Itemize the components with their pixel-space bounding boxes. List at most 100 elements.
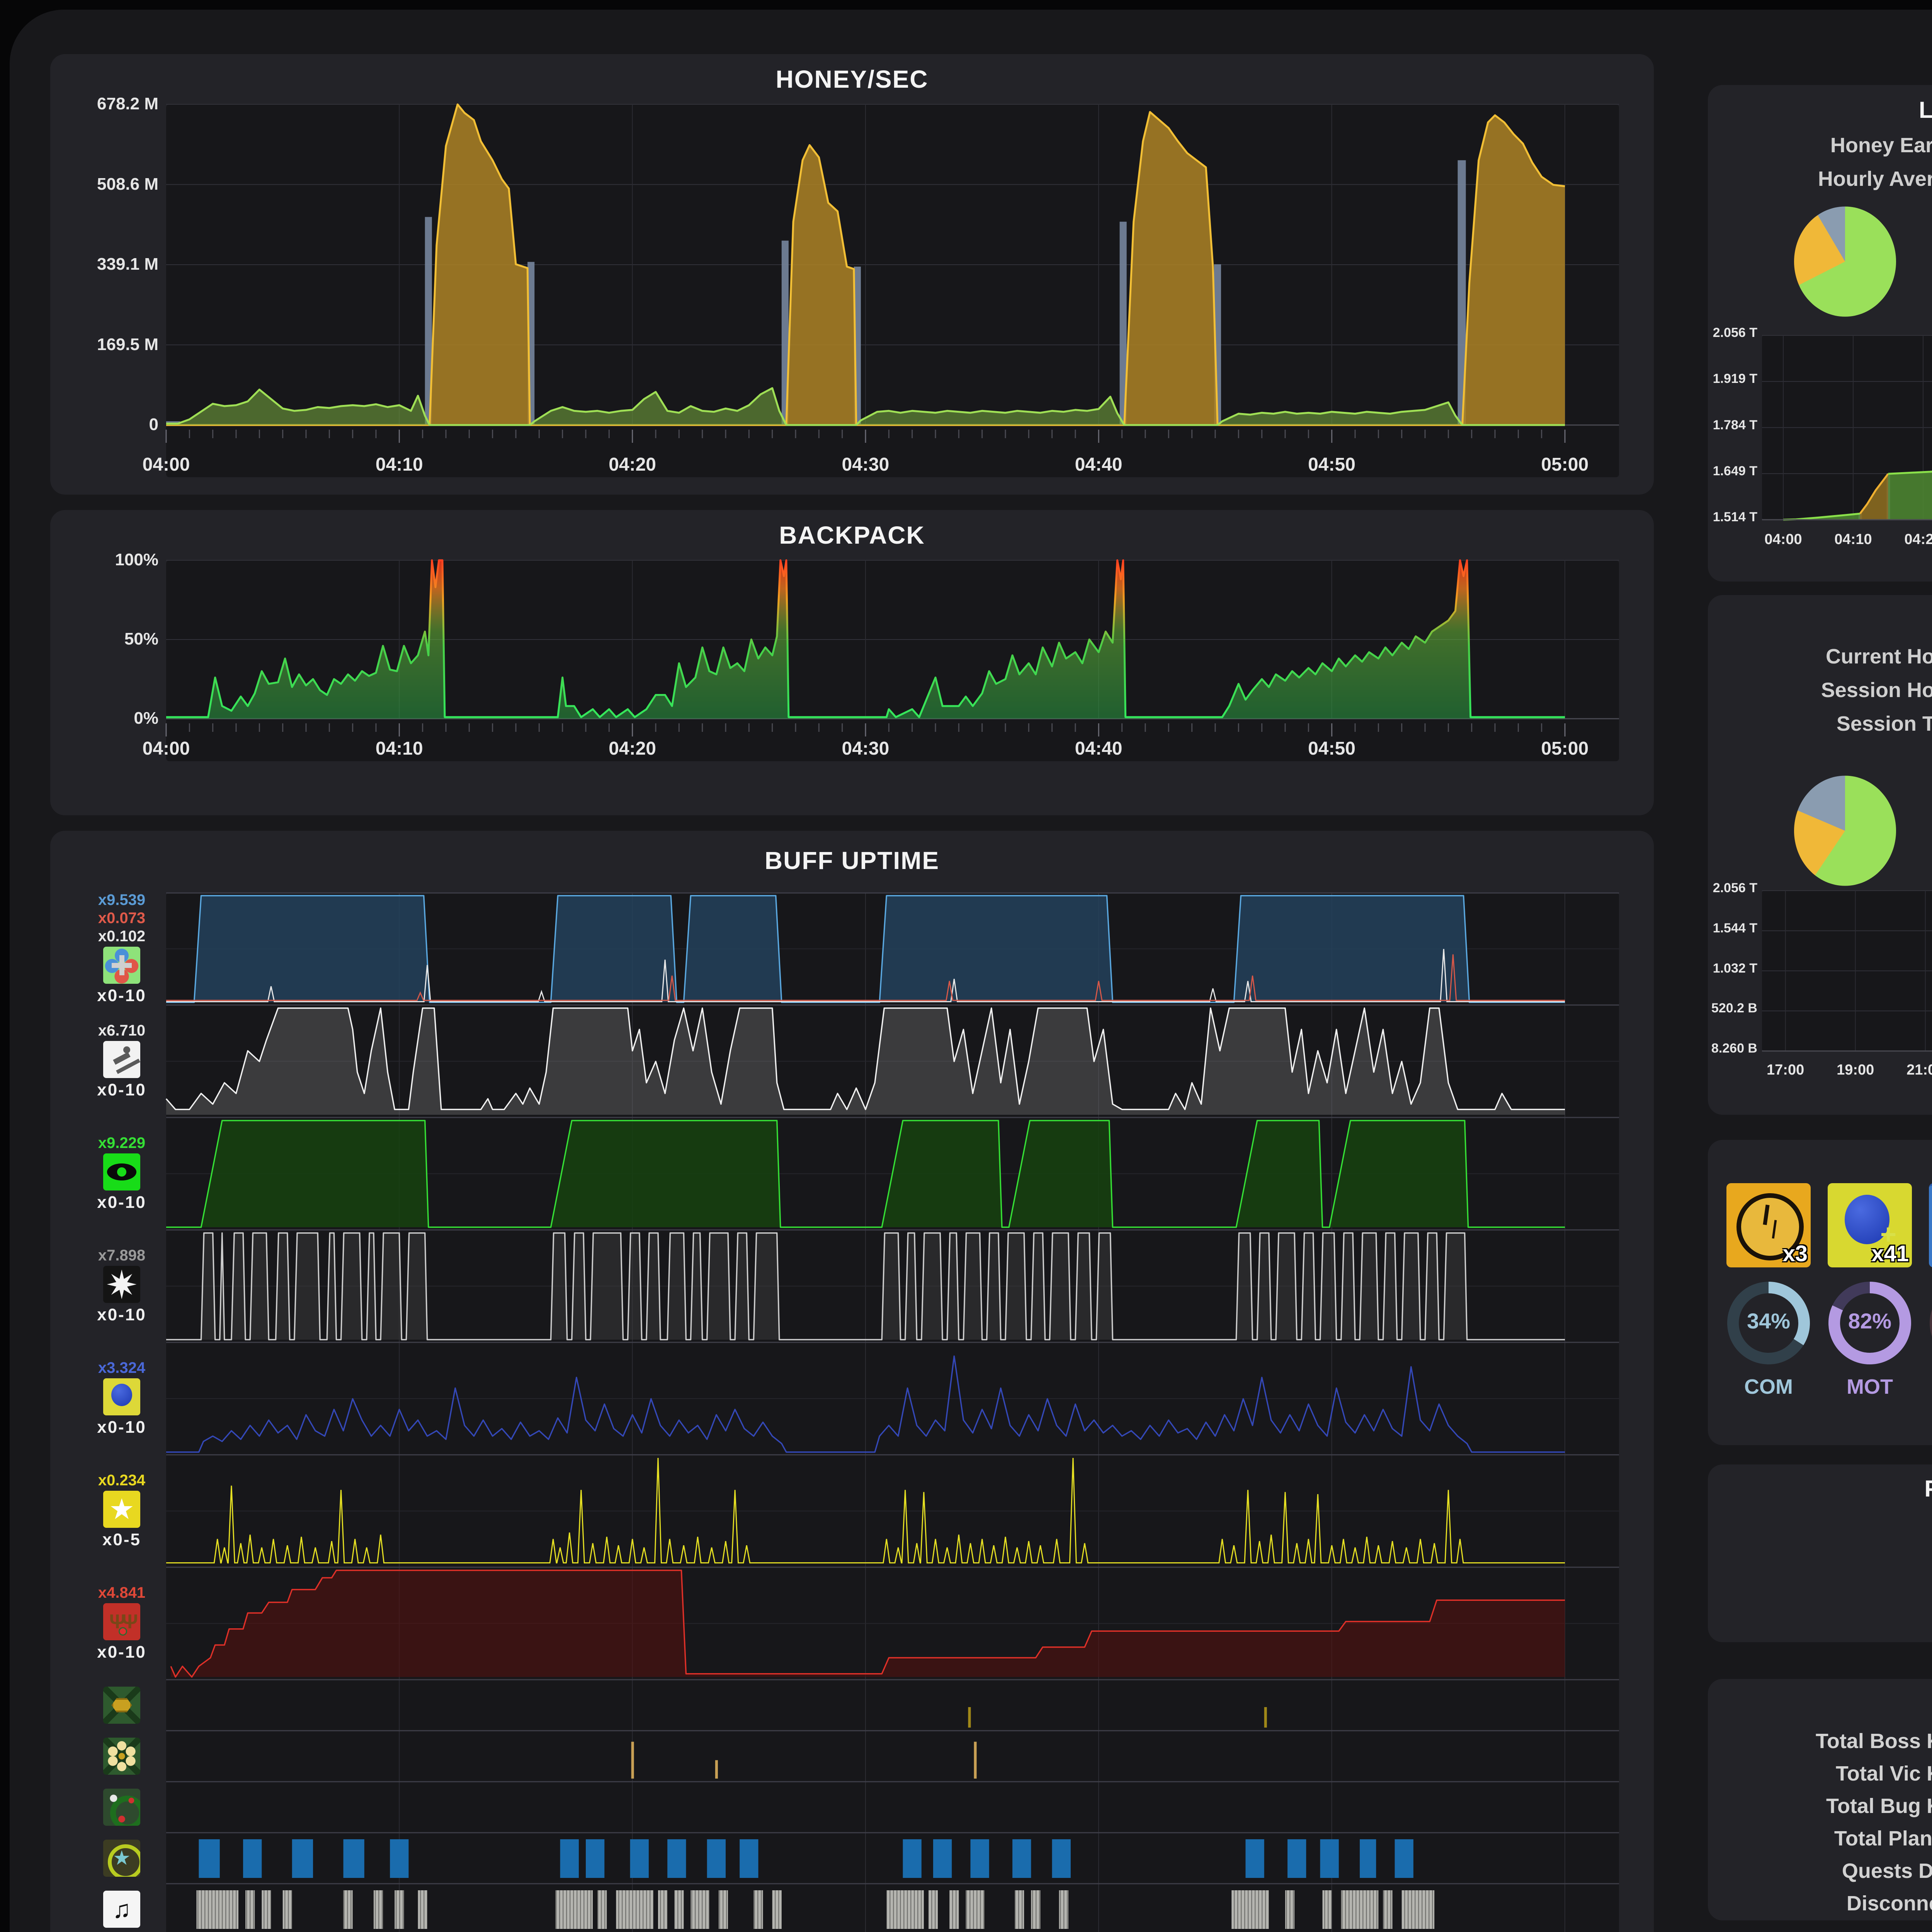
stats-panel: STATS Total Boss Kills0Total Vic Kills0T… (1708, 1679, 1932, 1920)
x-tick-label: 04:00 (142, 454, 190, 475)
legend-label: Convert (1913, 240, 1932, 261)
session-time-label: Session Time (1836, 712, 1932, 735)
stats-title: STATS (1708, 1690, 1932, 1717)
buff-icon-column: x9.539 x0.073 x0.102 x0-10 x6.710 x0-10 x9.229… (50, 892, 166, 1932)
x-tick-label: 04:00 (142, 738, 190, 759)
ring-pct: 82% (1848, 1309, 1892, 1333)
y-tick-label: 0 (149, 415, 158, 434)
buff-uptime-title: BUFF UPTIME (764, 847, 940, 874)
honey-sec-x-axis: 04:00 04:10 04:20 04:30 04:40 04:50 05:00 (143, 454, 1619, 481)
y-tick-label: 2.056 T (1713, 881, 1757, 895)
buff-row-legend-hex (73, 1680, 170, 1731)
balloon-buff-icon: x41 (1828, 1183, 1912, 1267)
planters-panel: PLANTERS (1708, 1464, 1932, 1642)
star-icon: ★ (103, 1490, 140, 1528)
stat-row-5: Disconnects0 (1723, 1891, 1932, 1915)
backpack-y-axis: 100% 50% 0% (50, 510, 158, 815)
stat-row-4: Quests Done7 (1723, 1859, 1932, 1883)
y-tick-label: 1.919 T (1713, 371, 1757, 386)
x-tick-label: 04:10 (1834, 531, 1872, 548)
y-tick-label: 339.1 M (97, 255, 158, 274)
honey-sec-y-axis: 678.2 M 508.6 M 339.1 M 169.5 M 0 (50, 54, 158, 495)
honey-earned-label: Honey Earned (1830, 134, 1932, 157)
burst-icon (103, 1265, 140, 1303)
honey-earned-row: Honey Earned 542.3 B ▼ (1731, 133, 1932, 157)
last-hour-title: LAST HOUR (1919, 97, 1932, 123)
buff-multiplier-label: x6.710 (98, 1022, 146, 1039)
x-tick-label: 04:30 (842, 454, 889, 475)
buffs-title: BUFFS (1708, 1151, 1932, 1177)
runner-icon (103, 1041, 140, 1078)
buff-range-label: x0-5 (102, 1530, 141, 1549)
last-hour-mini-y-axis: 2.056 T 1.919 T 1.784 T 1.649 T 1.514 T (1708, 85, 1757, 582)
ring-pct: 34% (1747, 1309, 1791, 1333)
y-tick-label: 8.260 B (1711, 1041, 1757, 1056)
x-tick-label: 04:20 (1904, 531, 1932, 548)
session-honey-label: Session Honey (1821, 679, 1932, 702)
x-tick-label: 04:40 (1075, 738, 1122, 759)
x-tick-label: 04:20 (609, 738, 656, 759)
honey-sec-plot (165, 103, 1619, 477)
legend-label: Other (1913, 842, 1932, 862)
legend-label: Gather (1913, 778, 1932, 799)
x-tick-label: 05:00 (1541, 738, 1589, 759)
backpack-x-axis: 04:00 04:10 04:20 04:30 04:40 04:50 05:00 (143, 738, 1619, 765)
balloon-icon (103, 1378, 140, 1415)
x-tick-label: 04:10 (375, 738, 423, 759)
y-tick-label: 1.032 T (1713, 961, 1757, 976)
stat-label: Total Bug Kills (1826, 1794, 1932, 1818)
planters-title: PLANTERS (1708, 1475, 1932, 1502)
ring-mot: 82% MOT (1827, 1281, 1912, 1398)
x-tick-label: 17:00 (1767, 1062, 1804, 1078)
buff-range-label: x0-10 (97, 1305, 146, 1324)
buff-multiplier-label: x7.898 (98, 1247, 146, 1264)
x-tick-label: 04:10 (375, 454, 423, 475)
y-tick-label: 50% (124, 629, 158, 648)
eye-icon (103, 1153, 140, 1190)
ring-sat: 24%SAT (1929, 1281, 1932, 1366)
y-tick-label: 1.514 T (1713, 510, 1757, 524)
buff-row-legend-eye: x9.229 x0-10 (73, 1117, 170, 1230)
session-pie (1794, 776, 1896, 886)
legend-row-other: Other00:05:289% (1913, 271, 1932, 294)
buff-row-legend-petals: x9.539 x0.073 x0.102 x0-10 (73, 891, 170, 1005)
petals-icon (103, 946, 140, 984)
buff-uptime-panel: BUFF UPTIME x9.539 x0.073 x0.102 x0-10 x6.71… (50, 831, 1654, 1932)
y-tick-label: 100% (115, 550, 158, 569)
buffs-panel: BUFFS x3 x41 x5.87 x1.20 x0 34%COM82%MOT… (1708, 1140, 1932, 1445)
stat-row-0: Total Boss Kills0 (1723, 1729, 1932, 1753)
buff-row-legend-antlers: x4.841 ΨΨ x0-10 (73, 1567, 170, 1680)
buff-row-legend-star: x0.234 ★ x0-5 (73, 1455, 170, 1567)
buff-multiplier-label: x0.102 (98, 927, 146, 945)
ring-label: COM (1744, 1375, 1793, 1398)
legend-label: Other (1913, 272, 1932, 293)
session-panel: SESSION Current Honey 2.056 T Session Ho… (1708, 595, 1932, 1115)
y-tick-label: 1.649 T (1713, 463, 1757, 478)
stat-label: Total Vic Kills (1835, 1762, 1932, 1785)
stat-label: Total Planters (1834, 1827, 1932, 1850)
y-tick-label: 169.5 M (97, 335, 158, 354)
current-honey-label: Current Honey (1825, 645, 1932, 668)
backpack-chart (165, 559, 1619, 736)
buff-range-label: x0-10 (97, 1192, 146, 1212)
buff-multiplier-label: x4.841 (98, 1584, 146, 1602)
current-honey-row: Current Honey 2.056 T (1731, 645, 1932, 668)
last-hour-mini-plot (1762, 335, 1932, 521)
music-icon: ♫ (103, 1891, 140, 1928)
legend-row-convert: Convert00:13:5923% (1913, 240, 1932, 262)
x-tick-label: 04:40 (1075, 454, 1122, 475)
buff-multiplier-label: x9.539 (98, 891, 146, 909)
clock-buff-mult: x3 (1782, 1241, 1808, 1266)
buff-range-label: x0-10 (97, 1080, 146, 1099)
buff-row-legend-burst: x7.898 x0-10 (73, 1230, 170, 1342)
legend-label: Convert (1913, 810, 1932, 831)
last-hour-panel: LAST HOUR Honey Earned 542.3 B ▼ Hourly … (1708, 85, 1932, 582)
antlers-icon: ΨΨ (103, 1603, 140, 1640)
buff-multiplier-label: x0.234 (98, 1472, 146, 1489)
y-tick-label: 508.6 M (97, 174, 158, 194)
starcircle-icon: ★ (103, 1840, 140, 1877)
